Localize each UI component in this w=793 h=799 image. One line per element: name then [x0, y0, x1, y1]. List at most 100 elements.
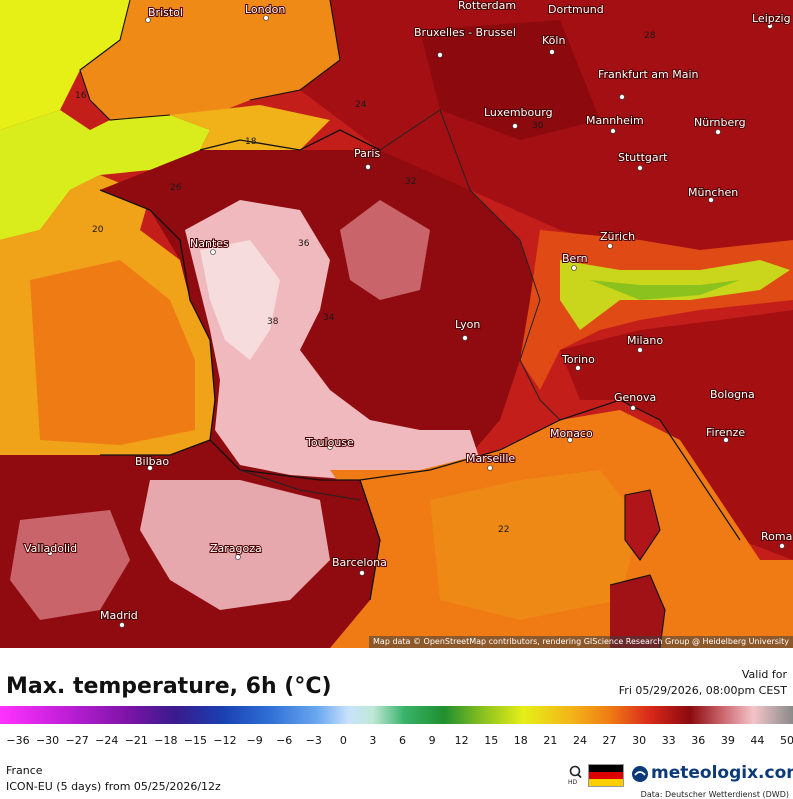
cool-sea-area — [0, 0, 130, 130]
city-firenze[interactable]: Firenze — [705, 425, 746, 440]
city-paris[interactable]: Paris — [353, 146, 381, 161]
city-labels: Bristol London Rotterdam Dortmund Leipzi… — [23, 0, 793, 628]
scale-tick-label: −12 — [213, 734, 237, 747]
city-nantes[interactable]: Nantes — [189, 236, 230, 251]
city-luxembourg[interactable]: Luxembourg — [483, 105, 554, 120]
city-torino[interactable]: Torino — [560, 352, 596, 367]
city-koln[interactable]: Köln — [541, 33, 566, 48]
city-marker — [235, 554, 241, 560]
isotherm-label: 28 — [644, 31, 656, 41]
meteologix-logo-icon[interactable] — [631, 765, 649, 783]
scale-tick-label: −15 — [183, 734, 208, 747]
city-stuttgart[interactable]: Stuttgart — [617, 150, 669, 165]
city-marker — [365, 164, 371, 170]
italy-area — [560, 310, 793, 560]
central-europe-area — [420, 20, 600, 140]
scale-tick-label: 36 — [691, 734, 706, 747]
germany-flag-icon — [588, 764, 624, 787]
isotherm-label: 22 — [498, 525, 509, 535]
city-marseille[interactable]: Marseille — [465, 451, 516, 466]
scale-tick-label: 18 — [513, 734, 528, 747]
map-attribution[interactable]: Map data © OpenStreetMap contributors, r… — [369, 636, 793, 648]
city-bristol[interactable]: Bristol — [147, 5, 184, 20]
scale-tick-label: 39 — [720, 734, 735, 747]
coastline — [99, 129, 381, 456]
mediterranean-sea-area — [430, 470, 640, 620]
city-rotterdam[interactable]: Rotterdam — [457, 0, 517, 13]
city-milano[interactable]: Milano — [626, 333, 664, 348]
heat-area — [340, 200, 430, 300]
channel-sea-area — [170, 105, 330, 160]
alps-cool-area — [590, 280, 740, 300]
scale-tick-label: 0 — [339, 734, 347, 747]
city-marker — [630, 405, 636, 411]
scale-tick-label: 12 — [454, 734, 469, 747]
scale-tick-label: −36 — [6, 734, 30, 747]
city-zurich[interactable]: Zürich — [599, 229, 636, 244]
city-marker — [145, 17, 151, 23]
city-marker — [571, 265, 577, 271]
scale-tick-label: 33 — [661, 734, 676, 747]
city-munchen[interactable]: München — [687, 185, 739, 200]
city-marker — [147, 465, 153, 471]
city-marker — [715, 129, 721, 135]
city-genova[interactable]: Genova — [613, 390, 657, 405]
city-roma[interactable]: Roma — [760, 529, 793, 544]
city-marker — [47, 550, 53, 556]
city-bern[interactable]: Bern — [561, 251, 589, 266]
scale-tick-label: 27 — [602, 734, 617, 747]
isotherm-labels: 16 18 20 22 24 26 28 30 32 34 36 38 — [75, 31, 656, 535]
city-zaragoza[interactable]: Zaragoza — [209, 541, 263, 556]
city-barcelona[interactable]: Barcelona — [331, 555, 388, 570]
scale-tick-label: 30 — [632, 734, 647, 747]
city-marker — [567, 437, 573, 443]
isotherm-label: 24 — [355, 100, 367, 110]
coastline — [609, 489, 666, 648]
scale-tick-label: −30 — [35, 734, 60, 747]
svg-text:HD: HD — [568, 779, 578, 785]
scale-tick-label: 50 — [780, 734, 793, 747]
city-frankfurt[interactable]: Frankfurt am Main — [597, 67, 700, 82]
isotherm-label: 18 — [245, 137, 257, 147]
city-valladolid[interactable]: Valladolid — [23, 541, 78, 556]
city-marker — [637, 347, 643, 353]
city-marker — [327, 444, 333, 450]
city-leipzig[interactable]: Leipzig — [751, 11, 792, 26]
city-nurnberg[interactable]: Nürnberg — [693, 115, 747, 130]
city-marker — [549, 49, 555, 55]
isotherm-label: 38 — [267, 317, 279, 327]
coastline — [79, 0, 341, 121]
isotherm-label: 32 — [405, 177, 416, 187]
scale-tick-label: 44 — [750, 734, 765, 747]
coastline — [359, 419, 561, 481]
city-marker — [767, 23, 773, 29]
city-bruxelles[interactable]: Bruxelles - Brussel — [413, 25, 517, 40]
city-marker — [462, 335, 468, 341]
city-marker — [619, 94, 625, 100]
city-toulouse[interactable]: Toulouse — [304, 435, 355, 450]
city-lyon[interactable]: Lyon — [454, 317, 481, 332]
city-marker — [610, 128, 616, 134]
city-dortmund[interactable]: Dortmund — [547, 2, 605, 17]
scale-tick-label: −24 — [95, 734, 119, 747]
city-bilbao[interactable]: Bilbao — [134, 454, 170, 469]
color-scale-bar — [0, 706, 793, 724]
city-london[interactable]: London — [244, 2, 286, 17]
city-marker — [575, 365, 581, 371]
scale-tick-label: −18 — [154, 734, 178, 747]
hd-search-icon[interactable]: HD — [566, 765, 584, 785]
city-madrid[interactable]: Madrid — [99, 608, 139, 623]
city-marker — [119, 622, 125, 628]
scale-tick-label: 9 — [428, 734, 436, 747]
city-mannheim[interactable]: Mannheim — [585, 113, 645, 128]
city-monaco[interactable]: Monaco — [549, 426, 594, 441]
scale-tick-label: 15 — [484, 734, 499, 747]
scale-tick-label: −21 — [124, 734, 148, 747]
valid-date: Fri 05/29/2026, 08:00pm CEST — [618, 684, 787, 697]
temperature-map[interactable]: 16 18 20 22 24 26 28 30 32 34 36 38 Bris… — [0, 0, 793, 648]
model-run-label: ICON-EU (5 days) from 05/25/2026/12z — [6, 780, 221, 793]
coastline — [209, 439, 381, 601]
brand-logo[interactable]: meteologix.com — [651, 763, 793, 783]
color-scale-gradient — [0, 706, 793, 724]
city-bologna[interactable]: Bologna — [709, 387, 756, 402]
